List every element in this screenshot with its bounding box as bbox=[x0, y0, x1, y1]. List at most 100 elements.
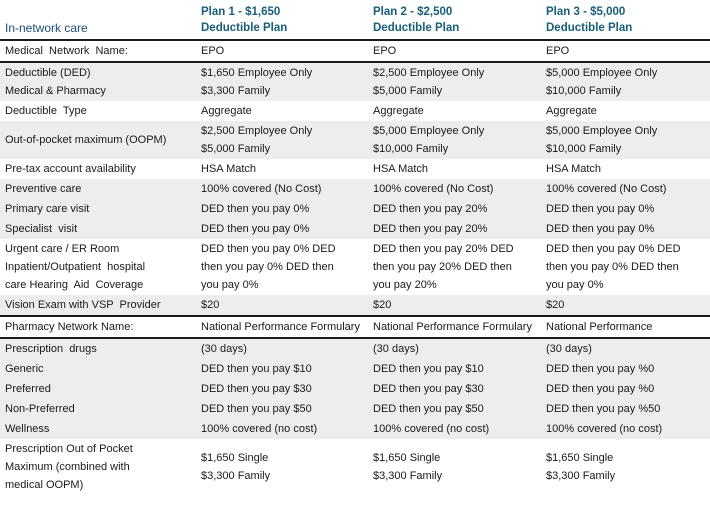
cell-text-line: DED then you pay %0 bbox=[546, 383, 655, 395]
cell-text-line: Non-Preferred bbox=[5, 403, 75, 415]
plan-2-header-line-2: Deductible Plan bbox=[373, 21, 460, 34]
cell-text-line: medical OOPM) bbox=[5, 479, 84, 491]
cell-text-line: Pharmacy Network Name: bbox=[5, 321, 134, 333]
cell-text-line: DED then you pay $50 bbox=[373, 403, 484, 415]
cell-text-line: Deductible (DED) bbox=[5, 67, 91, 79]
cell-text-line: Inpatient/Outpatient hospital bbox=[5, 261, 146, 273]
plan-1-value: DED then you pay $50 bbox=[196, 399, 368, 419]
cell-text-line: Aggregate bbox=[546, 105, 597, 117]
plan-3-value: DED then you pay 0% bbox=[541, 199, 710, 219]
cell-text-line: 100% covered (no cost) bbox=[546, 423, 663, 435]
cell-text-line: DED then you pay %50 bbox=[546, 403, 661, 415]
plan-1-value: National Performance Formulary bbox=[196, 317, 368, 337]
cell-text-line: $5,000 Family bbox=[201, 143, 271, 155]
cell-text-line: $10,000 Family bbox=[546, 143, 622, 155]
row-label: Pharmacy Network Name: bbox=[0, 317, 196, 337]
plan-1-value: (30 days) bbox=[196, 339, 368, 359]
cell-text-line: DED then you pay $50 bbox=[201, 403, 312, 415]
cell-text-line: 100% covered (no cost) bbox=[373, 423, 490, 435]
table-row: Primary care visit DED then you pay 0% DED… bbox=[0, 199, 710, 219]
cell-text-line: $10,000 Family bbox=[373, 143, 449, 155]
cell-text-line: National Performance bbox=[546, 321, 653, 333]
table-row: Non-Preferred DED then you pay $50 DED the… bbox=[0, 399, 710, 419]
plan-1-value: DED then you pay 0% DED then you pay 0% D… bbox=[196, 239, 368, 295]
cell-text-line: DED then you pay %0 bbox=[546, 363, 655, 375]
row-label: Vision Exam with VSP Provider bbox=[0, 295, 196, 315]
row-label: Wellness bbox=[0, 419, 196, 439]
plan-1-value: HSA Match bbox=[196, 159, 368, 179]
plan-1-value: $1,650 Single $3,300 Family bbox=[196, 439, 368, 495]
cell-text-line: $1,650 Single bbox=[373, 452, 441, 464]
cell-text-line: $20 bbox=[201, 299, 220, 311]
cell-text-line: EPO bbox=[201, 45, 225, 57]
cell-text-line: you pay 20% bbox=[373, 279, 437, 291]
plan-2-value: $1,650 Single $3,300 Family bbox=[368, 439, 541, 495]
cell-text-line: DED then you pay 20% DED bbox=[373, 243, 514, 255]
cell-text-line: then you pay 0% DED then bbox=[546, 261, 679, 273]
plan-2-value: EPO bbox=[368, 41, 541, 61]
plan-3-value: DED then you pay 0% bbox=[541, 219, 710, 239]
cell-text-line: Primary care visit bbox=[5, 203, 90, 215]
plan-2-value: 100% covered (no cost) bbox=[368, 419, 541, 439]
cell-text-line: 100% covered (No Cost) bbox=[201, 183, 322, 195]
plan-3-value: DED then you pay %50 bbox=[541, 399, 710, 419]
plan-2-header-line-1: Plan 2 - $2,500 bbox=[373, 5, 453, 18]
plan-1-value: $2,500 Employee Only $5,000 Family bbox=[196, 121, 368, 159]
plan-3-header-line-2: Deductible Plan bbox=[546, 21, 633, 34]
cell-text-line: HSA Match bbox=[373, 163, 429, 175]
plan-2-value: DED then you pay $10 bbox=[368, 359, 541, 379]
plan-2-header: Plan 2 - $2,500 Deductible Plan bbox=[368, 0, 541, 39]
cell-text-line: Vision Exam with VSP Provider bbox=[5, 299, 161, 311]
cell-text-line: HSA Match bbox=[546, 163, 602, 175]
cell-text-line: $2,500 Employee Only bbox=[201, 125, 313, 137]
plan-3-header-line-1: Plan 3 - $5,000 bbox=[546, 5, 626, 18]
header-label-cell: In-network care bbox=[0, 0, 196, 39]
plan-2-value: (30 days) bbox=[368, 339, 541, 359]
plan-2-value: $20 bbox=[368, 295, 541, 315]
table-row: Generic DED then you pay $10 DED then you … bbox=[0, 359, 710, 379]
table-row: Preferred DED then you pay $30 DED then yo… bbox=[0, 379, 710, 399]
row-label: Preferred bbox=[0, 379, 196, 399]
plan-3-value: HSA Match bbox=[541, 159, 710, 179]
table-row: Deductible (DED) Medical & Pharmacy $1,650… bbox=[0, 63, 710, 101]
cell-text-line: Deductible Type bbox=[5, 105, 87, 117]
cell-text-line: Medical Network Name: bbox=[5, 45, 128, 57]
cell-text-line: EPO bbox=[373, 45, 397, 57]
table-header-row: In-network care Plan 1 - $1,650 Deductib… bbox=[0, 0, 710, 41]
cell-text-line: DED then you pay 20% bbox=[373, 223, 488, 235]
plan-2-value: Aggregate bbox=[368, 101, 541, 121]
cell-text-line: DED then you pay $10 bbox=[373, 363, 484, 375]
plan-3-value: $20 bbox=[541, 295, 710, 315]
row-label: Non-Preferred bbox=[0, 399, 196, 419]
cell-text-line: then you pay 20% DED then bbox=[373, 261, 512, 273]
cell-text-line: Aggregate bbox=[373, 105, 424, 117]
cell-text-line: Wellness bbox=[5, 423, 50, 435]
cell-text-line: 100% covered (no cost) bbox=[201, 423, 318, 435]
plan-1-value: Aggregate bbox=[196, 101, 368, 121]
cell-text-line: DED then you pay 0% bbox=[201, 203, 310, 215]
plan-1-header-line-1: Plan 1 - $1,650 bbox=[201, 5, 281, 18]
cell-text-line: Generic bbox=[5, 363, 44, 375]
plan-2-value: 100% covered (No Cost) bbox=[368, 179, 541, 199]
plan-2-value: $2,500 Employee Only $5,000 Family bbox=[368, 63, 541, 101]
plan-3-value: 100% covered (no cost) bbox=[541, 419, 710, 439]
plan-3-value: 100% covered (No Cost) bbox=[541, 179, 710, 199]
plan-2-value: DED then you pay $50 bbox=[368, 399, 541, 419]
table-row: Out-of-pocket maximum (OOPM) $2,500 Emplo… bbox=[0, 121, 710, 159]
cell-text-line: $5,000 Employee Only bbox=[546, 67, 658, 79]
cell-text-line: then you pay 0% DED then bbox=[201, 261, 334, 273]
plan-2-value: HSA Match bbox=[368, 159, 541, 179]
cell-text-line: $1,650 Single bbox=[201, 452, 269, 464]
plan-2-value: DED then you pay 20% bbox=[368, 199, 541, 219]
cell-text-line: $5,000 Family bbox=[373, 85, 443, 97]
cell-text-line: Maximum (combined with bbox=[5, 461, 130, 473]
cell-text-line: $3,300 Family bbox=[201, 85, 271, 97]
plan-3-value: DED then you pay 0% DED then you pay 0% D… bbox=[541, 239, 710, 295]
plan-1-value: $1,650 Employee Only $3,300 Family bbox=[196, 63, 368, 101]
plan-3-value: $5,000 Employee Only $10,000 Family bbox=[541, 63, 710, 101]
cell-text-line: (30 days) bbox=[546, 343, 592, 355]
table-row: Urgent care / ER Room Inpatient/Outpatien… bbox=[0, 239, 710, 295]
cell-text-line: Urgent care / ER Room bbox=[5, 243, 120, 255]
table-row: Deductible Type Aggregate Aggregate Aggrega… bbox=[0, 101, 710, 121]
row-label: Deductible Type bbox=[0, 101, 196, 121]
